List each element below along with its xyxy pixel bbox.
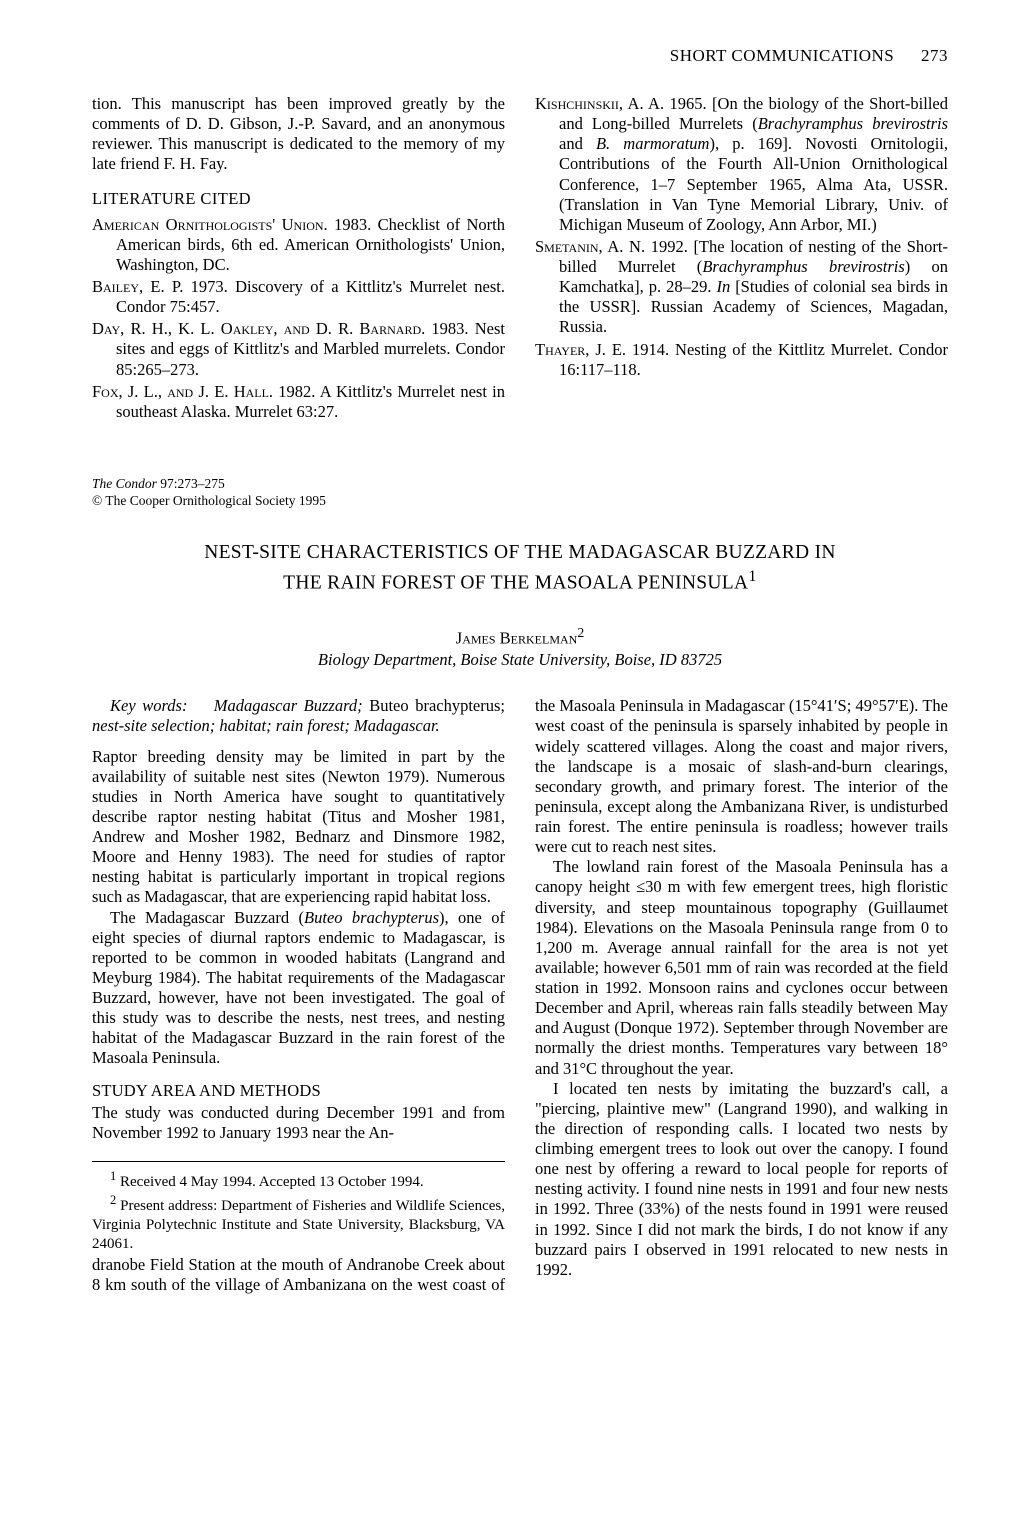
methods-para-1-left: The study was conducted during December … <box>92 1103 505 1143</box>
running-head: SHORT COMMUNICATIONS 273 <box>92 46 948 66</box>
title-line2: THE RAIN FOREST OF THE MASOALA PENINSULA <box>283 572 748 593</box>
literature-cited-heading: LITERATURE CITED <box>92 189 505 209</box>
footnotes: 1 Received 4 May 1994. Accepted 13 Octob… <box>92 1161 505 1255</box>
ref-rest: and <box>559 134 596 153</box>
author-name: James Berkelman <box>456 628 578 647</box>
reference: Bailey, E. P. 1973. Discovery of a Kittl… <box>92 277 505 317</box>
key-words-ital: nest-site selection; habitat; rain fores… <box>92 716 440 735</box>
reference: Fox, J. L., and J. E. Hall. 1982. A Kitt… <box>92 382 505 422</box>
key-words-ital: Madagascar Buzzard; <box>214 696 363 715</box>
p2a: The Madagascar Buzzard ( <box>110 908 304 927</box>
p2b: ), one of eight species of diurnal rapto… <box>92 908 505 1068</box>
page-number: 273 <box>921 46 948 65</box>
intro-para-1: Raptor breeding density may be limited i… <box>92 747 505 908</box>
ref-ital: Brachyramphus brevirostris <box>702 257 904 276</box>
title-footnote-marker: 1 <box>748 567 756 585</box>
reference: American Ornithologists' Union. 1983. Ch… <box>92 215 505 275</box>
intro-para-2: The Madagascar Buzzard (Buteo brachypter… <box>92 908 505 1069</box>
reference: Day, R. H., K. L. Oakley, and D. R. Barn… <box>92 319 505 379</box>
ref-ital: Brachyramphus brevirostris <box>758 114 948 133</box>
running-head-label: SHORT COMMUNICATIONS <box>670 46 895 65</box>
reference: Thayer, J. E. 1914. Nesting of the Kittl… <box>535 340 948 380</box>
section-heading-methods: STUDY AREA AND METHODS <box>92 1081 505 1101</box>
references-left: American Ornithologists' Union. 1983. Ch… <box>92 215 505 422</box>
author-footnote-marker: 2 <box>577 625 584 640</box>
author-line: James Berkelman2 <box>92 625 948 649</box>
ref-author: American Ornithologists' Union. <box>92 215 328 234</box>
ref-author: Day, R. H., K. L. Oakley, and D. R. Barn… <box>92 319 425 338</box>
journal-name: The Condor <box>92 476 157 491</box>
ref-author: Smetanin, A. N. <box>535 237 645 256</box>
acknowledgments-fragment: tion. This manuscript has been improved … <box>92 94 505 175</box>
ref-author: Bailey, E. P. <box>92 277 183 296</box>
methods-para-3: I located ten nests by imitating the buz… <box>535 1079 948 1280</box>
footnote-1: 1 Received 4 May 1994. Accepted 13 Octob… <box>92 1168 505 1192</box>
ref-author: Kishchinskii, A. A. <box>535 94 664 113</box>
references-right: Kishchinskii, A. A. 1965. [On the biolog… <box>535 94 948 380</box>
title-line1: NEST-SITE CHARACTERISTICS OF THE MADAGAS… <box>204 542 836 563</box>
reference: Smetanin, A. N. 1992. [The location of n… <box>535 237 948 338</box>
species-name: Buteo brachypterus <box>304 908 439 927</box>
article-title: NEST-SITE CHARACTERISTICS OF THE MADAGAS… <box>92 540 948 597</box>
ref-author: Fox, J. L., and J. E. Hall. <box>92 382 273 401</box>
publication-note: The Condor 97:273–275 © The Cooper Ornit… <box>92 476 948 510</box>
ref-ital: In <box>716 277 730 296</box>
key-words-label: Key words: <box>110 696 187 715</box>
methods-para-2: The lowland rain forest of the Masoala P… <box>535 857 948 1078</box>
journal-vol-pages: 97:273–275 <box>157 476 225 491</box>
footnote-2: 2 Present address: Department of Fisheri… <box>92 1192 505 1255</box>
top-block: tion. This manuscript has been improved … <box>92 94 948 422</box>
ref-author: Thayer, J. E. <box>535 340 626 359</box>
ref-ital: B. marmoratum <box>596 134 710 153</box>
article-body: Key words: Madagascar Buzzard; Buteo bra… <box>92 696 948 1295</box>
author-affiliation: Biology Department, Boise State Universi… <box>92 650 948 670</box>
copyright-line: © The Cooper Ornithological Society 1995 <box>92 493 326 508</box>
key-words-plain: Buteo brachypterus; <box>369 696 505 715</box>
key-words: Key words: Madagascar Buzzard; Buteo bra… <box>92 696 505 736</box>
reference: Kishchinskii, A. A. 1965. [On the biolog… <box>535 94 948 235</box>
